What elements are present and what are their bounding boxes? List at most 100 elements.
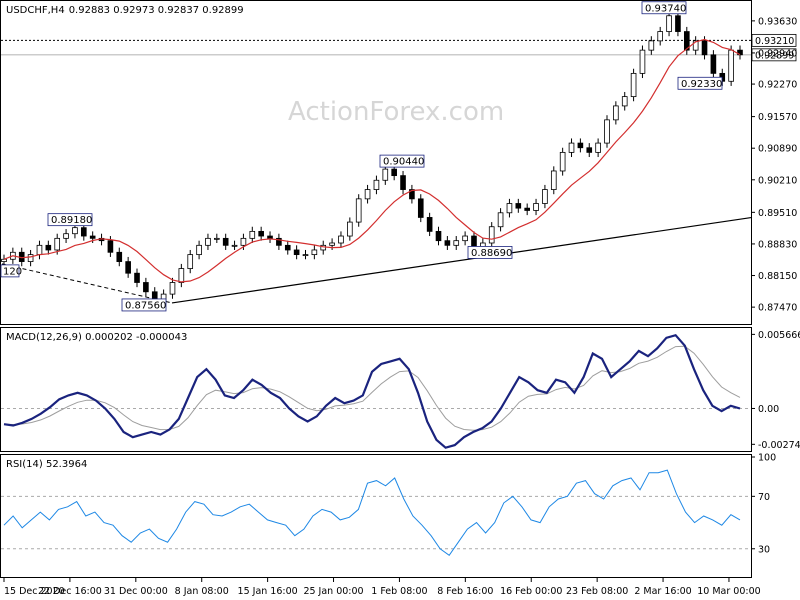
rsi-series	[3, 469, 741, 557]
candle-body	[426, 217, 433, 232]
macd-series	[3, 333, 741, 449]
candle-body	[267, 235, 273, 239]
right-price-box	[751, 48, 797, 62]
rsi-line	[3, 469, 741, 557]
candle-body	[409, 189, 415, 200]
candle-body	[205, 237, 211, 246]
y-axis-ticks: 0.93630 0.92940 0.92270 0.91570 0.90890 0.902…	[751, 16, 800, 555]
support-trendline	[171, 216, 753, 304]
candle-body	[222, 237, 229, 246]
x-tick-label: 16 Feb 00:00	[500, 586, 562, 597]
candle-body	[36, 244, 43, 256]
candle-body	[630, 72, 637, 98]
x-tick-label: 22 Dec 16:00	[38, 586, 102, 597]
candle-body	[364, 189, 371, 200]
candle-body	[488, 226, 495, 244]
moving-average-line	[3, 38, 741, 283]
trendlines	[1, 216, 753, 304]
candle-body	[435, 230, 442, 242]
y-tick-label: 0.88830	[758, 239, 797, 250]
candle-body	[692, 40, 699, 51]
y-tick-label: 0.88150	[758, 271, 797, 282]
price-label: 0.92330	[681, 79, 722, 90]
x-tick-label: 2 Mar 16:00	[634, 586, 691, 597]
candle-body	[524, 207, 530, 211]
candle-body	[621, 96, 628, 107]
x-tick-label: 15 Jan 16:00	[238, 586, 298, 597]
candle-body	[89, 235, 96, 239]
candle-body	[533, 203, 539, 211]
grid-lines	[1, 39, 751, 550]
edge-label-box	[0, 264, 20, 278]
y-tick-label: 30	[758, 544, 770, 555]
candle-body	[311, 249, 318, 256]
candle-body	[568, 142, 575, 153]
candle-body	[586, 147, 593, 153]
price-label: 0.88690	[471, 248, 512, 259]
right-price-label: 0.92899	[755, 50, 794, 61]
candle-body	[728, 49, 734, 82]
rsi-title: RSI(14) 52.3964	[6, 459, 87, 470]
candle-body	[27, 254, 34, 262]
candle-body	[595, 142, 601, 153]
candle-body	[701, 40, 708, 56]
candle-body	[577, 142, 584, 149]
candle-body	[107, 240, 114, 253]
candle-body	[666, 15, 672, 32]
candle-body	[338, 235, 344, 244]
candle-body	[276, 237, 282, 246]
symbol-label: USDCHF,H4	[6, 5, 65, 16]
candle-body	[178, 268, 185, 283]
moving-average	[3, 38, 741, 283]
candle-body	[355, 198, 362, 223]
candle-body	[737, 49, 743, 56]
candle-body	[54, 237, 61, 251]
candle-body	[382, 168, 389, 181]
x-tick-label: 23 Feb 08:00	[566, 586, 628, 597]
edge-label: 120	[3, 266, 22, 277]
dashed-trendline	[1, 263, 173, 304]
y-tick-label: 0.90890	[758, 144, 797, 155]
price-label-box	[467, 246, 513, 259]
price-label-box	[641, 1, 687, 15]
candle-body	[293, 249, 300, 256]
x-tick-label: 25 Jan 00:00	[303, 586, 363, 597]
x-tick-label: 31 Dec 00:00	[104, 586, 168, 597]
candle-body	[506, 203, 513, 214]
candle-body	[80, 227, 87, 237]
candle-body	[231, 244, 238, 247]
y-tick-label: 0.005666	[758, 330, 800, 341]
candle-body	[45, 244, 52, 251]
candle-body	[453, 240, 460, 246]
macd-panel	[0, 327, 752, 452]
candle-body	[648, 40, 655, 51]
price-label: 0.89180	[51, 215, 92, 226]
candle-body	[72, 227, 78, 235]
x-tick-label: 10 Mar 00:00	[697, 586, 760, 597]
candle-body	[657, 31, 664, 42]
candle-body	[710, 54, 717, 74]
candle-body	[400, 175, 406, 190]
candle-body	[515, 203, 522, 209]
candle-body	[329, 242, 335, 246]
candle-body	[683, 31, 690, 51]
candle-body	[347, 221, 353, 237]
candle-body	[187, 254, 194, 269]
candle-body	[196, 244, 202, 256]
main-title: USDCHF,H4 0.92883 0.92973 0.92837 0.92899	[6, 5, 244, 16]
y-tick-label: 0.00	[758, 404, 779, 415]
y-tick-label: 0.92940	[758, 48, 797, 59]
candle-body	[497, 212, 504, 228]
candle-body	[320, 244, 327, 251]
x-tick-label: 8 Jan 08:00	[175, 586, 229, 597]
candle-body	[240, 237, 247, 246]
candle-body	[559, 151, 566, 172]
x-tick-label: 1 Feb 08:00	[371, 586, 427, 597]
macd-title: MACD(12,26,9) 0.000202 -0.000043	[6, 332, 187, 343]
candle-body	[639, 49, 646, 74]
candle-body	[1, 258, 7, 262]
candle-body	[134, 272, 140, 283]
